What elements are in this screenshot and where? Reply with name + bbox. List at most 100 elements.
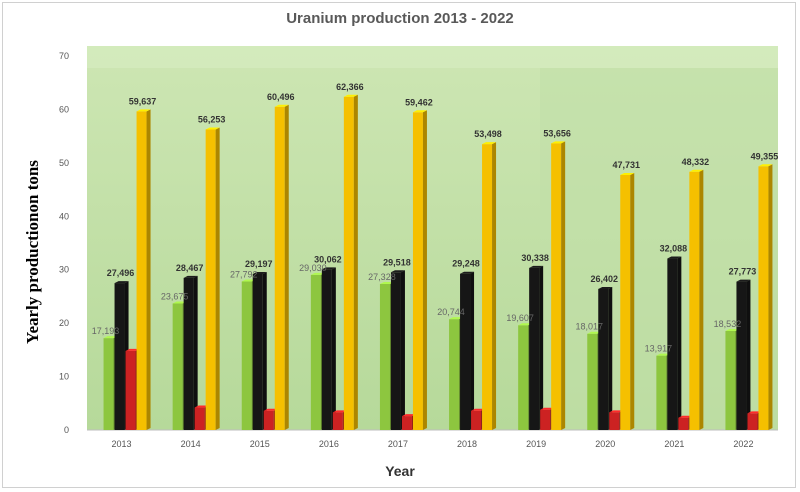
data-label: 29,197 bbox=[245, 259, 273, 269]
data-label: 29,248 bbox=[452, 259, 480, 269]
bar-top bbox=[540, 407, 555, 410]
bar-top bbox=[620, 172, 635, 175]
bar-top bbox=[449, 317, 464, 320]
bar-side bbox=[193, 275, 198, 430]
bar bbox=[194, 407, 205, 430]
x-tick-label: 2014 bbox=[181, 439, 201, 449]
data-label: 26,402 bbox=[590, 274, 618, 284]
bar bbox=[609, 412, 620, 430]
bars bbox=[103, 94, 773, 431]
bar bbox=[725, 330, 736, 430]
bar bbox=[449, 319, 460, 430]
bar-top bbox=[343, 94, 358, 97]
bar bbox=[332, 412, 343, 430]
x-tick-label: 2013 bbox=[112, 439, 132, 449]
data-label: 18,532 bbox=[714, 319, 742, 329]
x-tick-label: 2015 bbox=[250, 439, 270, 449]
bar bbox=[274, 106, 285, 431]
bar bbox=[125, 350, 136, 430]
data-label: 62,366 bbox=[336, 82, 364, 92]
data-label: 29,030 bbox=[299, 263, 327, 273]
data-label: 56,253 bbox=[198, 114, 226, 124]
bar bbox=[518, 325, 529, 430]
bar bbox=[390, 272, 401, 430]
data-label: 18,017 bbox=[575, 322, 603, 332]
bar-top bbox=[656, 353, 671, 356]
bar-side bbox=[677, 256, 682, 430]
bar bbox=[172, 303, 183, 430]
bar-top bbox=[678, 415, 693, 418]
plot-top-band bbox=[87, 46, 778, 68]
bar-side bbox=[331, 267, 336, 430]
x-tick-label: 2020 bbox=[595, 439, 615, 449]
bar bbox=[343, 96, 354, 431]
data-label: 27,328 bbox=[368, 272, 396, 282]
bar bbox=[689, 171, 700, 430]
bar bbox=[460, 273, 471, 430]
data-label: 47,731 bbox=[612, 160, 640, 170]
bar bbox=[587, 333, 598, 430]
bar bbox=[758, 166, 769, 430]
bar-side bbox=[630, 172, 635, 430]
bar-side bbox=[768, 164, 773, 430]
bar-top bbox=[736, 279, 751, 282]
bar bbox=[471, 410, 482, 430]
y-tick-label: 70 bbox=[59, 51, 69, 61]
bar bbox=[136, 111, 147, 430]
bar-side bbox=[470, 271, 475, 430]
data-labels: 17,193 27,496 59,637 23,675 28,467 56,253 27,7… bbox=[92, 82, 778, 354]
data-label: 30,338 bbox=[521, 253, 549, 263]
bar-side bbox=[353, 94, 358, 431]
bar-side bbox=[400, 270, 405, 430]
data-label: 28,467 bbox=[176, 263, 204, 273]
data-label: 20,744 bbox=[437, 307, 465, 317]
bar-top bbox=[725, 328, 740, 331]
data-label: 49,355 bbox=[751, 151, 779, 161]
bar-side bbox=[608, 286, 613, 430]
data-label: 53,498 bbox=[474, 129, 502, 139]
data-label: 17,193 bbox=[92, 326, 120, 336]
data-label: 32,088 bbox=[660, 244, 688, 254]
data-label: 27,792 bbox=[230, 270, 258, 280]
bar-top bbox=[529, 265, 544, 268]
bar-top bbox=[321, 267, 336, 270]
bar bbox=[551, 143, 562, 430]
bar bbox=[667, 258, 678, 430]
bar bbox=[656, 355, 667, 430]
bar-side bbox=[284, 104, 289, 431]
y-tick-label: 30 bbox=[59, 265, 69, 275]
bar bbox=[401, 416, 412, 430]
y-tick-label: 50 bbox=[59, 158, 69, 168]
y-tick-label: 0 bbox=[64, 425, 69, 435]
data-label: 23,675 bbox=[161, 292, 189, 302]
bar-top bbox=[390, 270, 405, 273]
y-axis-ticks: 0 10 20 30 40 50 60 70 bbox=[59, 51, 69, 435]
bar bbox=[103, 338, 114, 430]
data-label: 19,607 bbox=[506, 313, 534, 323]
x-tick-label: 2022 bbox=[733, 439, 753, 449]
bar-side bbox=[146, 109, 151, 430]
y-tick-label: 60 bbox=[59, 104, 69, 114]
bar-top bbox=[587, 331, 602, 334]
bar-top bbox=[125, 348, 140, 351]
data-label: 59,637 bbox=[129, 96, 157, 106]
bar-top bbox=[460, 271, 475, 274]
bar bbox=[598, 288, 609, 430]
bar-top bbox=[310, 272, 325, 275]
bar bbox=[620, 174, 631, 430]
bar bbox=[540, 409, 551, 430]
bar-top bbox=[747, 411, 762, 414]
bar-side bbox=[561, 141, 566, 430]
x-axis-label: Year bbox=[385, 463, 415, 479]
bar-top bbox=[379, 281, 394, 284]
bar bbox=[321, 269, 332, 430]
bar bbox=[736, 281, 747, 430]
x-tick-label: 2016 bbox=[319, 439, 339, 449]
bar-top bbox=[136, 109, 151, 112]
plot-background bbox=[87, 46, 778, 431]
chart-title: Uranium production 2013 - 2022 bbox=[286, 10, 514, 27]
bar-side bbox=[539, 265, 544, 430]
data-label: 53,656 bbox=[543, 128, 571, 138]
bar-top bbox=[482, 142, 497, 145]
bar-top bbox=[114, 281, 129, 284]
